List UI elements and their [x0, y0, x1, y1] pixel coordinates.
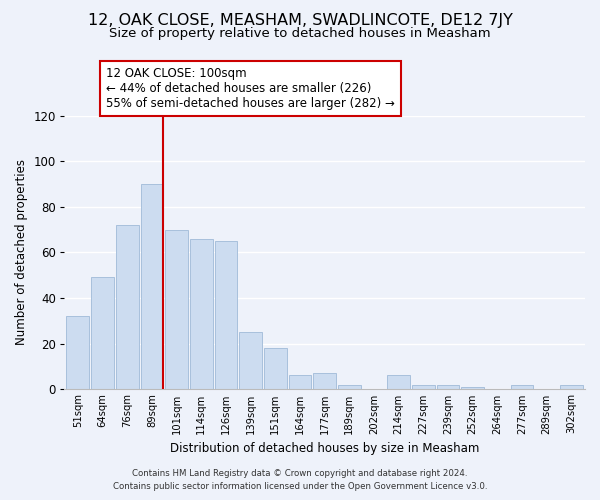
Bar — [165, 230, 188, 389]
Bar — [289, 376, 311, 389]
Y-axis label: Number of detached properties: Number of detached properties — [15, 160, 28, 346]
Text: Size of property relative to detached houses in Measham: Size of property relative to detached ho… — [109, 28, 491, 40]
Bar — [91, 278, 114, 389]
Bar — [116, 225, 139, 389]
X-axis label: Distribution of detached houses by size in Measham: Distribution of detached houses by size … — [170, 442, 479, 455]
Bar — [461, 387, 484, 389]
Bar — [437, 384, 460, 389]
Bar — [313, 373, 336, 389]
Bar — [140, 184, 163, 389]
Bar — [511, 384, 533, 389]
Bar — [215, 241, 237, 389]
Bar — [67, 316, 89, 389]
Text: 12, OAK CLOSE, MEASHAM, SWADLINCOTE, DE12 7JY: 12, OAK CLOSE, MEASHAM, SWADLINCOTE, DE1… — [88, 12, 512, 28]
Text: 12 OAK CLOSE: 100sqm
← 44% of detached houses are smaller (226)
55% of semi-deta: 12 OAK CLOSE: 100sqm ← 44% of detached h… — [106, 67, 395, 110]
Bar — [264, 348, 287, 389]
Bar — [560, 384, 583, 389]
Bar — [338, 384, 361, 389]
Bar — [412, 384, 435, 389]
Bar — [190, 238, 212, 389]
Bar — [388, 376, 410, 389]
Text: Contains HM Land Registry data © Crown copyright and database right 2024.
Contai: Contains HM Land Registry data © Crown c… — [113, 469, 487, 491]
Bar — [239, 332, 262, 389]
